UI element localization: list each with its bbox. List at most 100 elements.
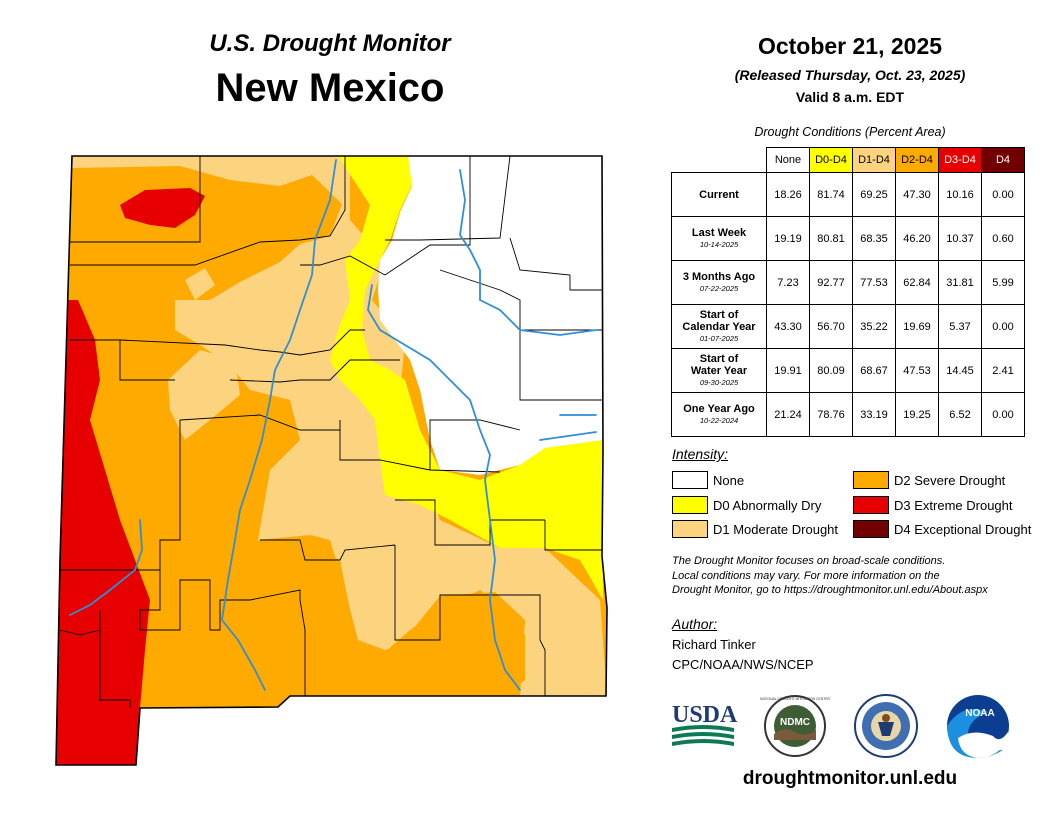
table-cell: 7.23 <box>766 260 810 305</box>
note-line: Drought Monitor, go to https://droughtmo… <box>672 584 988 596</box>
table-cell: 56.70 <box>809 304 853 349</box>
commerce-seal-logo <box>854 694 918 758</box>
table-cell: 2.41 <box>981 348 1025 393</box>
table-cell: 47.30 <box>895 172 939 217</box>
valid-time: Valid 8 a.m. EDT <box>795 89 905 105</box>
author-organization: CPC/NOAA/NWS/NCEP <box>672 657 814 672</box>
author-title: Author: <box>672 616 718 632</box>
legend-item-none: None <box>672 471 744 489</box>
table-cell: 6.52 <box>938 392 982 437</box>
row-label: Start of Calendar Year 01-07-2025 <box>671 304 767 349</box>
row-label: Start of Water Year 09-30-2025 <box>671 348 767 393</box>
row-label-text: Current <box>699 188 739 201</box>
table-cell: 43.30 <box>766 304 810 349</box>
row-date: 01-07-2025 <box>699 333 739 343</box>
d3-extreme-region-west <box>56 300 150 765</box>
row-date: 10-22-2024 <box>699 415 739 425</box>
table-cell: 62.84 <box>895 260 939 305</box>
map-title: U.S. Drought Monitor <box>209 30 451 57</box>
table-cell: 19.69 <box>895 304 939 349</box>
table-cell: 69.25 <box>852 172 896 217</box>
legend-item-d4: D4 Exceptional Drought <box>853 520 1031 538</box>
table-cell: 18.26 <box>766 172 810 217</box>
legend-item-d2: D2 Severe Drought <box>853 471 1005 489</box>
col-header-d4: D4 <box>981 147 1025 173</box>
legend-label: D1 Moderate Drought <box>713 521 839 537</box>
table-cell: 0.00 <box>981 304 1025 349</box>
table-cell: 31.81 <box>938 260 982 305</box>
legend-label: D0 Abnormally Dry <box>713 497 822 513</box>
d1-moderate-patch <box>168 350 240 440</box>
state-title: New Mexico <box>215 66 445 110</box>
rivers <box>69 159 597 691</box>
partner-logos: USDA NDMC NATIONAL DROUGHT MITIGATION CE… <box>672 694 1010 758</box>
gila-river <box>69 519 143 616</box>
legend-swatch-d2 <box>853 471 889 489</box>
release-date: (Released Thursday, Oct. 23, 2025) <box>734 67 966 83</box>
table-cell: 0.60 <box>981 216 1025 261</box>
row-label: Last Week 10-14-2025 <box>671 216 767 261</box>
note-line: The Drought Monitor focuses on broad-sca… <box>672 555 946 567</box>
table-cell: 0.00 <box>981 392 1025 437</box>
table-cell: 68.35 <box>852 216 896 261</box>
table-cell: 19.25 <box>895 392 939 437</box>
table-cell: 19.19 <box>766 216 810 261</box>
table-cell: 80.81 <box>809 216 853 261</box>
table-row: One Year Ago 10-22-2024 21.24 78.76 33.19 19.… <box>671 392 1025 437</box>
table-cell: 80.09 <box>809 348 853 393</box>
legend-swatch-d1 <box>672 520 708 538</box>
row-label-text: Start of <box>699 352 739 365</box>
legend-label: D2 Severe Drought <box>894 472 1006 488</box>
row-label-text-2: Water Year <box>690 364 748 377</box>
table-corner <box>672 148 767 173</box>
legend-title: Intensity: <box>672 446 729 462</box>
drought-conditions-table: None D0-D4 D1-D4 D2-D4 D3-D4 D4 Current 1… <box>671 147 1025 437</box>
table-row: Start of Water Year 09-30-2025 19.91 80.09 68… <box>671 348 1025 393</box>
row-label-text: Last Week <box>691 226 747 239</box>
legend-label: D3 Extreme Drought <box>894 497 1013 513</box>
noaa-logo-text: NOAA <box>965 708 994 719</box>
legend-swatch-d4 <box>853 520 889 538</box>
legend-item-d1: D1 Moderate Drought <box>672 520 838 538</box>
table-cell: 21.24 <box>766 392 810 437</box>
col-header-d1-d4: D1-D4 <box>852 147 896 173</box>
website-link[interactable]: droughtmonitor.unl.edu <box>742 768 958 789</box>
col-header-none: None <box>766 147 810 173</box>
river-southeast <box>539 431 597 441</box>
map-date: October 21, 2025 <box>757 33 943 59</box>
note-line: Local conditions may vary. For more info… <box>672 569 940 582</box>
table-cell: 68.67 <box>852 348 896 393</box>
table-cell: 5.99 <box>981 260 1025 305</box>
state-border <box>55 155 608 766</box>
canadian-river <box>459 169 597 336</box>
legend-swatch-none <box>672 471 708 489</box>
usda-logo-text: USDA <box>672 702 738 728</box>
legend-label: None <box>713 472 745 488</box>
d1-moderate-region <box>72 156 607 696</box>
row-label: Current <box>671 172 767 217</box>
drought-map <box>55 155 608 766</box>
row-date: 07-22-2025 <box>699 283 739 293</box>
table-row: Last Week 10-14-2025 19.19 80.81 68.35 46.20 1… <box>671 216 1025 261</box>
table-cell: 14.45 <box>938 348 982 393</box>
table-header-row: None D0-D4 D1-D4 D2-D4 D3-D4 D4 <box>672 147 1025 173</box>
col-header-d0-d4: D0-D4 <box>809 147 853 173</box>
table-caption: Drought Conditions (Percent Area) <box>754 125 946 139</box>
row-label-text: One Year Ago <box>683 402 755 415</box>
col-header-d3-d4: D3-D4 <box>938 147 982 173</box>
row-label-text: 3 Months Ago <box>682 270 756 283</box>
table-cell: 0.00 <box>981 172 1025 217</box>
row-date: 09-30-2025 <box>699 377 739 387</box>
col-header-d2-d4: D2-D4 <box>895 147 939 173</box>
legend-label: D4 Exceptional Drought <box>894 521 1032 537</box>
rio-grande-river <box>221 159 337 691</box>
ndmc-logo: NDMC NATIONAL DROUGHT MITIGATION CENTER <box>760 695 831 757</box>
table-cell: 10.16 <box>938 172 982 217</box>
noaa-logo: NOAA <box>946 694 1010 758</box>
row-label: One Year Ago 10-22-2024 <box>671 392 767 437</box>
table-row: Start of Calendar Year 01-07-2025 43.30 56.7… <box>671 304 1025 349</box>
ndmc-logo-ring: NATIONAL DROUGHT MITIGATION CENTER <box>760 697 830 701</box>
legend-item-d0: D0 Abnormally Dry <box>672 496 821 514</box>
ndmc-logo-text: NDMC <box>780 717 810 728</box>
table-cell: 33.19 <box>852 392 896 437</box>
